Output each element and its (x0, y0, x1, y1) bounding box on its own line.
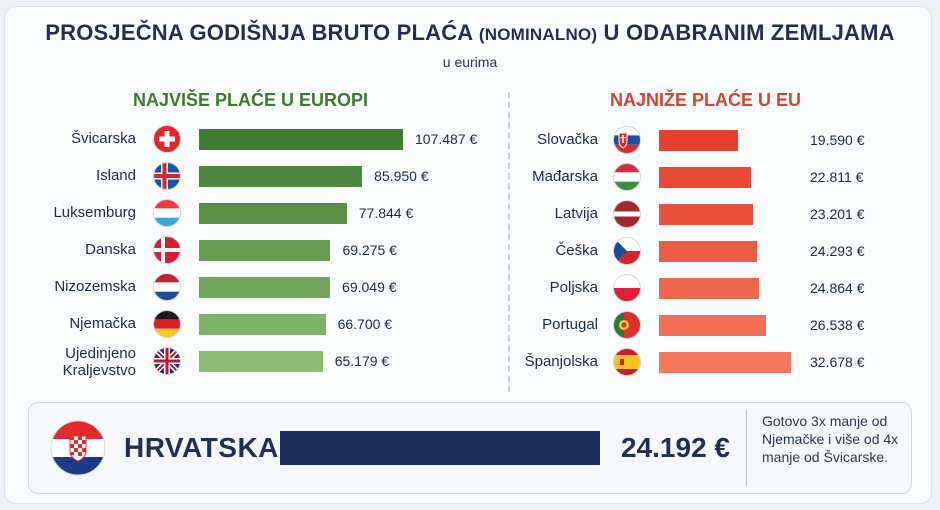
bar (659, 241, 758, 262)
value-label: 65.179 € (334, 353, 390, 369)
value-label: 32.678 € (810, 354, 865, 370)
value-label: 69.049 € (342, 279, 397, 295)
croatia-value: 24.192 € (621, 432, 730, 463)
luxembourg-flag-icon (153, 199, 181, 227)
country-label: Španjolska (524, 353, 598, 370)
bar (199, 166, 363, 187)
country-label: Švicarska (70, 130, 136, 147)
germany-flag-icon (153, 310, 181, 338)
country-label: Portugal (542, 316, 598, 333)
country-label: Češka (555, 242, 598, 259)
country-label: Luksemburg (53, 204, 136, 221)
right-heading: NAJNIŽE PLAĆE U EU (610, 90, 802, 110)
bar (659, 278, 760, 299)
value-label: 19.590 € (810, 132, 865, 148)
uk-flag-icon (153, 347, 181, 375)
country-label: Slovačka (537, 131, 598, 148)
country-label: Njemačka (69, 315, 136, 332)
hungary-flag-icon (613, 163, 641, 191)
value-label: 24.293 € (810, 243, 865, 259)
value-label: 66.700 € (337, 316, 393, 332)
value-label: 77.844 € (358, 205, 414, 221)
chart-title: PROSJEČNA GODIŠNJA BRUTO PLAĆA (NOMINALN… (45, 20, 895, 45)
bar (199, 129, 403, 150)
bar (659, 204, 753, 225)
country-label: Poljska (549, 279, 598, 296)
bar (659, 352, 791, 373)
value-label: 26.538 € (810, 317, 865, 333)
bar (199, 351, 323, 372)
value-label: 24.864 € (810, 280, 865, 296)
portugal-flag-icon (613, 311, 641, 339)
netherlands-flag-icon (153, 273, 181, 301)
slovakia-flag-icon (613, 126, 641, 154)
spain-flag-icon (613, 348, 641, 376)
iceland-flag-icon (153, 162, 181, 190)
bar (659, 130, 739, 151)
denmark-flag-icon (153, 236, 181, 264)
croatia-note-separator (746, 410, 747, 486)
left-heading: NAJVIŠE PLAĆE U EUROPI (133, 90, 369, 110)
value-label: 23.201 € (810, 206, 865, 222)
country-label: Danska (85, 241, 136, 258)
bar (199, 277, 331, 298)
croatia-name: HRVATSKA (124, 432, 279, 463)
bar (199, 314, 326, 335)
bar (199, 203, 347, 224)
latvia-flag-icon (613, 200, 641, 228)
czech-flag-icon (613, 237, 641, 265)
poland-flag-icon (613, 274, 641, 302)
country-label: Mađarska (532, 168, 598, 185)
bar (659, 167, 752, 188)
bar (659, 315, 767, 336)
bar (199, 240, 331, 261)
chart-subtitle: u eurima (442, 54, 498, 70)
country-label: Ujedinjeno Kraljevstvo (62, 345, 136, 379)
value-label: 107.487 € (415, 131, 478, 147)
croatia-bar (280, 431, 600, 465)
country-label: Latvija (554, 205, 598, 222)
croatia-note: Gotovo 3x manje od Njemačke i više od 4x… (762, 413, 899, 465)
value-label: 22.811 € (810, 169, 864, 185)
value-label: 69.275 € (342, 242, 397, 258)
column-divider (508, 92, 510, 392)
swiss-flag-icon (153, 125, 181, 153)
croatia-flag-icon (50, 420, 106, 476)
value-label: 85.950 € (374, 168, 429, 184)
country-label: Island (95, 167, 136, 184)
country-label: Nizozemska (54, 278, 136, 295)
